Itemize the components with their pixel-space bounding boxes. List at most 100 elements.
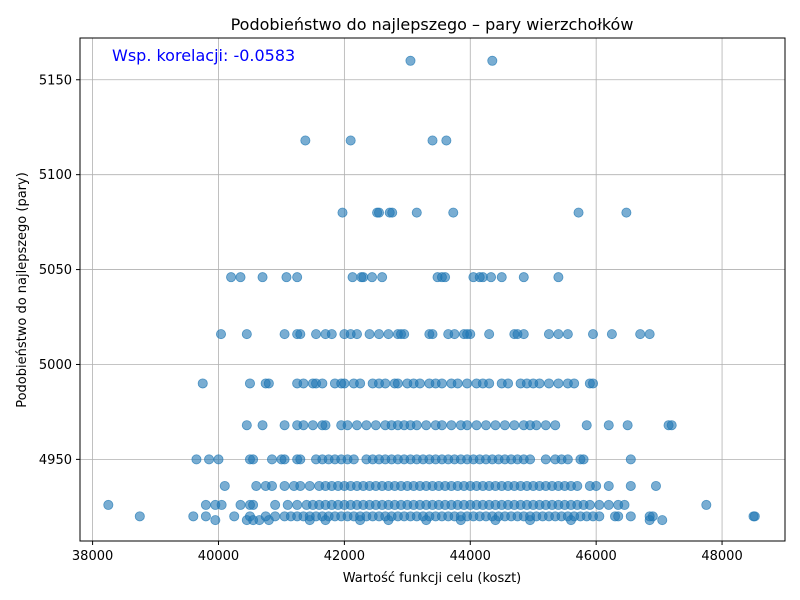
scatter-point [525,454,536,465]
scatter-point [427,135,438,146]
scatter-point [191,454,202,465]
scatter-point [241,329,252,340]
scatter-point [436,420,447,431]
scatter-point [244,378,255,389]
scatter-point [320,515,331,526]
scatter-point [518,329,529,340]
scatter-point [337,207,348,218]
scatter-point [625,454,636,465]
scatter-point [200,499,211,510]
scatter-point [295,329,306,340]
scatter-point [503,378,514,389]
scatter-point [248,454,259,465]
scatter-point [581,420,592,431]
y-axis-label: Podobieństwo do najlepszego (pary) [15,172,30,408]
scatter-point [578,454,589,465]
scatter-point [235,272,246,283]
scatter-point [490,420,501,431]
scatter-point [219,480,230,491]
scatter-point [355,378,366,389]
scatter-point [455,515,466,526]
scatter-point [603,499,614,510]
scatter-point [540,420,551,431]
scatter-point [496,272,507,283]
scatter-point [387,207,398,218]
scatter-point [210,515,221,526]
scatter-point [644,329,655,340]
scatter-point [414,378,425,389]
scatter-point [644,515,655,526]
scatter-point [197,378,208,389]
scatter-point [216,499,227,510]
scatter-point [348,454,359,465]
scatter-point [257,272,268,283]
scatter-point [355,515,366,526]
scatter-point [484,329,495,340]
scatter-point [304,480,315,491]
scatter-point [300,135,311,146]
scatter-point [248,499,259,510]
scatter-point [213,454,224,465]
scatter-point [367,272,378,283]
scatter-point [518,272,529,283]
scatter-point [411,420,422,431]
chart-title: Podobieństwo do najlepszego – pary wierz… [231,15,634,34]
scatter-point [295,454,306,465]
scatter-point [553,272,564,283]
x-axis-ticks: 38000 40000 42000 44000 46000 48000 [72,541,743,564]
scatter-point [484,378,495,389]
scatter-point [229,511,240,522]
scatter-point [392,378,403,389]
scatter-point [603,480,614,491]
scatter-point [427,329,438,340]
scatter-point [399,329,410,340]
scatter-point [565,515,576,526]
scatter-point [320,420,331,431]
scatter-point [235,499,246,510]
scatter-point [603,420,614,431]
x-axis-label: Wartość funkcji celu (koszt) [343,571,522,586]
scatter-point [657,515,668,526]
scatter-point [584,499,595,510]
scatter-point [436,378,447,389]
scatter-point [358,272,369,283]
scatter-point [188,511,199,522]
scatter-point [298,420,309,431]
scatter-point [625,480,636,491]
scatter-point [373,207,384,218]
scatter-point [281,272,292,283]
scatter-point [622,420,633,431]
scatter-point [635,329,646,340]
scatter-point [490,515,501,526]
scatter-point [562,329,573,340]
scatter-point [449,329,460,340]
scatter-point [254,515,265,526]
scatter-point [311,329,322,340]
scatter-point [411,207,422,218]
scatter-point [553,378,564,389]
scatter-point [619,499,630,510]
scatter-point [304,515,315,526]
scatter-point [543,329,554,340]
scatter-point [543,378,554,389]
scatter-point [591,480,602,491]
scatter-point [373,329,384,340]
scatter-point [588,378,599,389]
scatter-point [279,454,290,465]
scatter-point [380,378,391,389]
scatter-point [441,135,452,146]
scatter-point [405,55,416,66]
scatter-point [562,454,573,465]
scatter-point [292,272,303,283]
scatter-point [226,272,237,283]
y-tick-label: 5150 [39,73,72,88]
scatter-point [462,378,473,389]
x-tick-label: 42000 [324,549,365,564]
scatter-point [295,480,306,491]
scatter-point [462,420,473,431]
scatter-point [266,480,277,491]
y-tick-label: 5100 [39,168,72,183]
scatter-point [650,480,661,491]
